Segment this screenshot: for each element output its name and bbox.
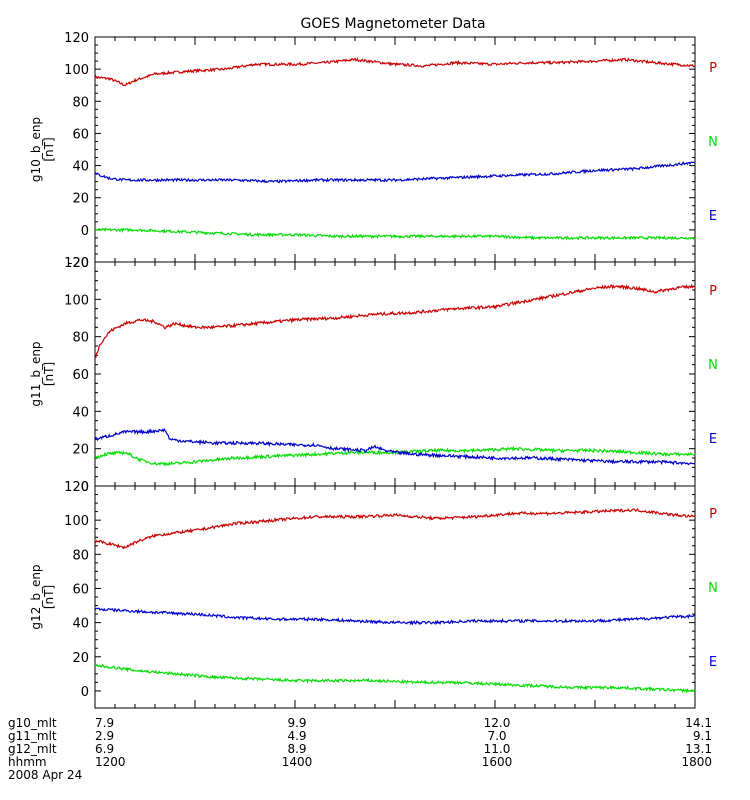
series-label-E: E xyxy=(709,655,717,670)
y-tick-label: 60 xyxy=(72,368,89,383)
series-label-N: N xyxy=(708,358,718,373)
footer-value: 9.9 xyxy=(287,716,306,730)
y-tick-label: 0 xyxy=(81,685,89,700)
y-tick-label: 20 xyxy=(72,443,89,458)
y-tick-label: 80 xyxy=(72,95,89,110)
series-label-N: N xyxy=(708,135,718,150)
footer-row-label: g12_mlt xyxy=(8,742,57,756)
footer-value: 2.9 xyxy=(95,729,114,743)
footer-value: 11.0 xyxy=(484,742,511,756)
panel-g10_b_enp: -20 0 20 40 60 80 100 120 g10_b_enp [nT] P N E xyxy=(29,31,718,271)
y-axis-label: g12_b_enp xyxy=(29,564,43,629)
series-label-E: E xyxy=(709,432,717,447)
footer-value: 1400 xyxy=(282,755,313,769)
footer-row-g12_mlt: g12_mlt 6.9 8.9 11.0 13.1 xyxy=(8,742,712,756)
series-line-P xyxy=(94,283,696,359)
panel-g11_b_enp: 0 20 40 60 80 100 120 g11_b_enp [nT] P N E xyxy=(29,256,718,495)
y-tick-label: 100 xyxy=(64,63,89,78)
y-tick-label: 20 xyxy=(72,651,89,666)
series-label-E: E xyxy=(709,209,717,224)
footer-row-g11_mlt: g11_mlt 2.9 4.9 7.0 9.1 xyxy=(8,729,712,743)
y-tick-label: 120 xyxy=(64,31,89,46)
y-tick-label: 80 xyxy=(72,331,89,346)
series-line-P xyxy=(94,57,696,87)
series-label-P: P xyxy=(709,284,717,299)
y-axis-label: g10_b_enp xyxy=(29,117,43,182)
footer-value: 6.9 xyxy=(95,742,114,756)
y-tick-label: 20 xyxy=(72,192,89,207)
y-axis-unit: [nT] xyxy=(42,137,56,161)
footer-value: 12.0 xyxy=(484,716,511,730)
series-line-E xyxy=(94,607,696,626)
series-line-N xyxy=(94,663,696,694)
date-label: 2008 Apr 24 xyxy=(8,768,82,782)
y-tick-label: 80 xyxy=(72,548,89,563)
series-label-N: N xyxy=(708,581,718,596)
y-tick-label: 40 xyxy=(72,617,89,632)
y-tick-label: 120 xyxy=(64,256,89,271)
footer-value: 14.1 xyxy=(685,716,712,730)
footer-value: 7.0 xyxy=(487,729,506,743)
y-tick-label: 0 xyxy=(81,224,89,239)
footer-row-g10_mlt: g10_mlt 7.9 9.9 12.0 14.1 xyxy=(8,716,712,730)
series-line-E xyxy=(94,161,696,184)
series-line-E xyxy=(94,427,695,466)
y-axis-unit: [nT] xyxy=(42,585,56,609)
time-axis-labels: g10_mlt 7.9 9.9 12.0 14.1 g11_mlt 2.9 4.9 7.0 9.1… xyxy=(8,716,712,782)
footer-value: 1200 xyxy=(95,755,126,769)
footer-value: 4.9 xyxy=(287,729,306,743)
footer-row-hhmm: hhmm 1200 1400 1600 1800 xyxy=(8,755,712,769)
footer-value: 1600 xyxy=(482,755,513,769)
footer-row-label: g10_mlt xyxy=(8,716,57,730)
series-line-N xyxy=(94,227,696,241)
y-tick-label: 60 xyxy=(72,127,89,142)
y-tick-label: 60 xyxy=(72,582,89,597)
footer-row-label: hhmm xyxy=(8,755,47,769)
y-axis-label: g11_b_enp xyxy=(29,341,43,406)
y-tick-label: 40 xyxy=(72,405,89,420)
y-tick-label: 120 xyxy=(64,480,89,495)
y-tick-label: 0 xyxy=(81,480,89,495)
y-tick-label: -20 xyxy=(68,256,89,271)
chart-title: GOES Magnetometer Data xyxy=(300,16,485,32)
y-tick-label: 40 xyxy=(72,160,89,175)
footer-value: 9.1 xyxy=(693,729,712,743)
series-line-P xyxy=(94,507,696,550)
y-tick-label: 100 xyxy=(64,514,89,529)
y-tick-label: 100 xyxy=(64,293,89,308)
y-axis-unit: [nT] xyxy=(42,362,56,386)
footer-value: 7.9 xyxy=(95,716,114,730)
panel-g12_b_enp: 0 20 40 60 80 100 120 g12_b_enp [nT] P N E xyxy=(29,480,718,709)
footer-row-label: g11_mlt xyxy=(8,729,57,743)
series-label-P: P xyxy=(709,507,717,522)
footer-value: 1800 xyxy=(681,755,712,769)
footer-value: 13.1 xyxy=(685,742,712,756)
series-label-P: P xyxy=(709,61,717,76)
footer-value: 8.9 xyxy=(287,742,306,756)
